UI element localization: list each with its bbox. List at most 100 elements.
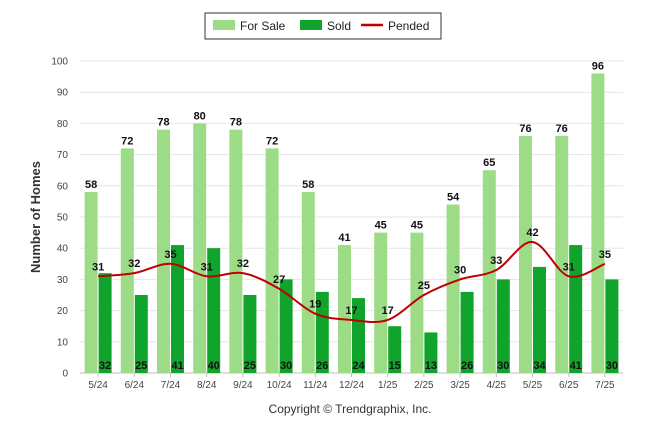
bar-sold (496, 279, 510, 373)
bar-for-sale (446, 204, 460, 373)
y-tick-label: 30 (57, 275, 69, 286)
label-pended: 42 (526, 227, 538, 239)
label-for-sale: 54 (447, 192, 460, 204)
label-for-sale: 78 (230, 117, 242, 129)
x-tick-label: 6/25 (559, 380, 579, 391)
y-tick-label: 0 (62, 369, 68, 380)
legend-swatch-sold (300, 20, 322, 30)
x-tick-label: 4/25 (487, 380, 507, 391)
label-for-sale: 45 (375, 220, 387, 232)
bar-for-sale (120, 148, 134, 373)
label-for-sale: 58 (85, 179, 97, 191)
label-sold: 13 (425, 360, 437, 372)
label-pended: 30 (454, 264, 466, 276)
label-pended: 33 (490, 255, 502, 267)
label-sold: 30 (497, 360, 509, 372)
bar-sold (315, 291, 329, 373)
label-sold: 41 (570, 360, 582, 372)
label-pended: 35 (164, 249, 176, 261)
label-sold: 34 (533, 360, 546, 372)
label-sold: 26 (316, 360, 328, 372)
label-sold: 30 (280, 360, 292, 372)
x-tick-label: 9/24 (233, 380, 253, 391)
x-tick-label: 8/24 (197, 380, 217, 391)
y-axis-title: Number of Homes (28, 161, 43, 273)
y-tick-label: 20 (57, 306, 69, 317)
label-for-sale: 76 (556, 123, 568, 135)
x-tick-label: 11/24 (303, 380, 328, 391)
label-for-sale: 72 (121, 135, 133, 147)
x-tick-label: 5/25 (523, 380, 543, 391)
label-for-sale: 80 (194, 110, 206, 122)
label-sold: 15 (389, 360, 401, 372)
y-tick-label: 80 (57, 119, 69, 130)
bar-for-sale (301, 192, 315, 373)
legend-label-for-sale: For Sale (240, 19, 286, 33)
label-sold: 26 (461, 360, 473, 372)
label-pended: 17 (345, 305, 357, 317)
label-for-sale: 78 (157, 117, 169, 129)
bar-sold (207, 248, 221, 373)
x-tick-label: 5/24 (88, 380, 108, 391)
label-pended: 27 (273, 274, 285, 286)
bar-for-sale (374, 232, 388, 373)
y-tick-label: 10 (57, 337, 69, 348)
y-axis-ticks: 0 10 20 30 40 50 60 70 80 90 100 (51, 57, 68, 380)
bar-sold (98, 273, 112, 373)
label-for-sale: 65 (483, 157, 495, 169)
bar-sold (460, 291, 474, 373)
label-sold: 30 (606, 360, 618, 372)
bar-sold (243, 295, 257, 373)
legend-box (204, 12, 442, 40)
label-for-sale: 41 (338, 232, 350, 244)
bar-for-sale (265, 148, 279, 373)
bar-for-sale (84, 192, 98, 373)
x-tick-label: 1/25 (378, 380, 398, 391)
bar-for-sale (482, 170, 496, 373)
legend-label-sold: Sold (327, 19, 351, 33)
x-tick-label: 10/24 (267, 380, 292, 391)
label-for-sale: 45 (411, 220, 423, 232)
label-pended: 17 (382, 305, 394, 317)
legend-swatch-for-sale (213, 20, 235, 30)
label-pended: 31 (563, 261, 575, 273)
bar-sold (605, 279, 619, 373)
legend-label-pended: Pended (388, 19, 429, 33)
bars-for-sale (84, 73, 605, 374)
x-tick-label: 2/25 (414, 380, 434, 391)
bar-sold (279, 279, 293, 373)
data-labels: 58 32 72 25 78 41 80 40 78 25 72 30 58 26 41 24 45 15 45 13… (85, 60, 618, 372)
label-for-sale: 76 (519, 123, 531, 135)
label-sold: 41 (171, 360, 183, 372)
y-tick-label: 40 (57, 244, 69, 255)
copyright-credit: Copyright © Trendgraphix, Inc. (269, 402, 432, 416)
x-tick-label: 6/24 (125, 380, 145, 391)
bar-for-sale (555, 135, 569, 373)
bar-sold (424, 332, 438, 373)
y-tick-label: 100 (51, 57, 68, 68)
label-pended: 25 (418, 280, 430, 292)
legend: For Sale Sold Pended (204, 12, 442, 40)
label-sold: 24 (352, 360, 365, 372)
label-for-sale: 58 (302, 179, 314, 191)
bar-for-sale (193, 123, 207, 374)
bar-sold (533, 266, 546, 373)
y-tick-label: 50 (57, 213, 69, 224)
bar-for-sale (338, 245, 351, 373)
label-sold: 32 (99, 360, 111, 372)
x-tick-label: 7/24 (161, 380, 181, 391)
label-pended: 31 (201, 261, 213, 273)
x-tick-label: 7/25 (595, 380, 615, 391)
label-pended: 32 (237, 258, 249, 270)
bar-for-sale (591, 73, 605, 373)
y-tick-label: 90 (57, 88, 69, 99)
label-for-sale: 72 (266, 135, 278, 147)
label-sold: 40 (208, 360, 220, 372)
label-pended: 19 (309, 299, 321, 311)
bar-sold (388, 326, 402, 373)
bar-for-sale (157, 129, 170, 373)
y-tick-label: 60 (57, 181, 69, 192)
y-tick-label: 70 (57, 150, 69, 161)
bar-sold (352, 298, 365, 373)
